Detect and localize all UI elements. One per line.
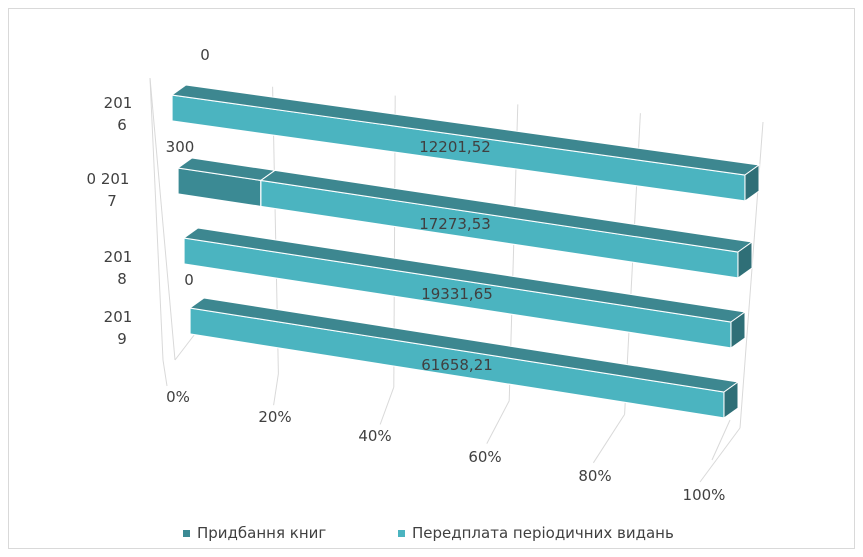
x-tick-20%: 20% — [258, 408, 291, 426]
legend-label-1: Передплата періодичних видань — [412, 524, 674, 542]
floor-gridline-4 — [592, 414, 626, 464]
category-label-2018: 201 8 — [104, 248, 133, 288]
x-tick-80%: 80% — [578, 467, 611, 485]
bars — [170, 84, 761, 419]
category-label-2016: 201 6 — [104, 94, 133, 134]
floor-gridline-3 — [486, 400, 510, 444]
data-label-periodicals-2016: 12201,52 — [419, 138, 491, 156]
category-label-2017: 0 201 7 — [87, 170, 130, 210]
data-label-periodicals-2019: 61658,21 — [421, 356, 493, 374]
floor-gridline-2 — [379, 387, 395, 425]
bar-2019-endcap — [723, 381, 739, 419]
legend-label-0: Придбання книг — [197, 524, 326, 542]
bar-group-2019 — [188, 297, 740, 419]
data-label-periodicals-2018: 19331,65 — [421, 285, 493, 303]
floor-gridline-1 — [273, 373, 279, 406]
data-label-periodicals-2017: 17273,53 — [419, 215, 491, 233]
bar-2017-endcap — [737, 241, 753, 279]
legend-swatch-0 — [183, 530, 190, 537]
bar-group-2018 — [182, 227, 747, 349]
value-axis-labels: 0% 20% 40% 60% 80% 100% — [166, 388, 725, 504]
bar-group-2016 — [170, 84, 761, 202]
data-label-books-2018: 0 — [184, 271, 194, 289]
data-label-books-2017: 300 — [166, 138, 195, 156]
bar-group-2017 — [176, 157, 754, 279]
legend: Придбання книг Передплата періодичних вид… — [183, 524, 674, 542]
floor-gridline-0 — [162, 359, 168, 387]
bar-2018-endcap — [730, 311, 746, 349]
bar-2016-endcap — [744, 164, 760, 202]
x-tick-0%: 0% — [166, 388, 190, 406]
floor-edge-right — [711, 419, 731, 461]
category-label-2019: 201 9 — [104, 308, 133, 348]
floor-gridline-5 — [699, 427, 741, 483]
data-label-books-2016: 0 — [200, 46, 210, 64]
x-tick-40%: 40% — [358, 427, 391, 445]
data-labels: 0 300 0 12201,52 17273,53 19331,65 61658,21 — [166, 46, 493, 374]
legend-swatch-1 — [398, 530, 405, 537]
x-tick-100%: 100% — [683, 486, 726, 504]
left-wall-line — [149, 77, 176, 361]
category-axis-labels: 201 6 0 201 7 201 8 201 9 — [87, 94, 133, 348]
gridline-0 — [149, 77, 164, 361]
x-tick-60%: 60% — [468, 448, 501, 466]
